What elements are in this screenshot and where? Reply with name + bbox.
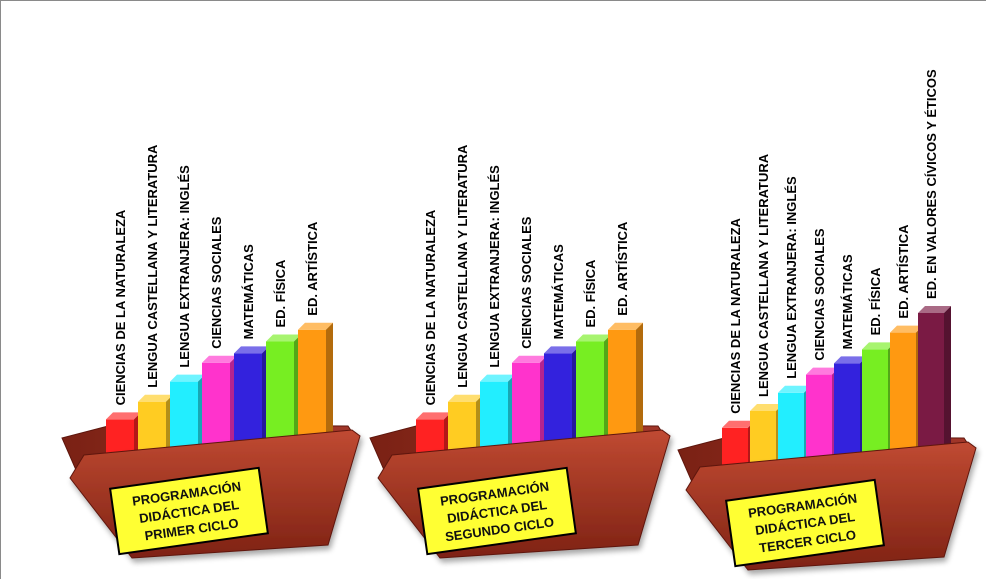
cycle-group-2: CIENCIAS DE LA NATURALEZA LENGUA CASTELLA… bbox=[369, 144, 671, 559]
subject-label: ED. ARTÍSTICA bbox=[615, 221, 630, 316]
subject-bar-side bbox=[944, 306, 951, 473]
label-background bbox=[725, 478, 885, 568]
subject-label: CIENCIAS DE LA NATURALEZA bbox=[728, 217, 743, 413]
subject-bar-top bbox=[234, 346, 269, 354]
subject-bar-top bbox=[722, 420, 755, 428]
subject-bar-top bbox=[834, 356, 867, 364]
subject-label: MATEMÁTICAS bbox=[840, 254, 855, 349]
label-background bbox=[417, 466, 577, 556]
subject-bar-top bbox=[750, 404, 783, 411]
subject-bar-top bbox=[608, 322, 643, 330]
frame-left-border bbox=[0, 0, 1, 579]
subject-label: ED. FÍSICA bbox=[868, 267, 883, 336]
subject-label: CIENCIAS SOCIALES bbox=[209, 216, 224, 349]
frame-top-border bbox=[0, 0, 986, 1]
subject-bar-top bbox=[480, 374, 515, 382]
subject-label: LENGUA EXTRANJERA: INGLÉS bbox=[784, 176, 799, 379]
subject-bar-top bbox=[298, 322, 333, 330]
subject-bar-top bbox=[266, 334, 301, 342]
cycle-group-3: CIENCIAS DE LA NATURALEZA LENGUA CASTELLA… bbox=[677, 69, 977, 571]
subject-bar-top bbox=[544, 346, 579, 354]
subject-bar-top bbox=[576, 334, 611, 342]
subject-bar-top bbox=[806, 367, 839, 375]
subject-label: ED. ARTÍSTICA bbox=[896, 224, 911, 319]
subject-label: LENGUA CASTELLANA Y LITERATURA bbox=[756, 153, 771, 397]
subject-label: CIENCIAS SOCIALES bbox=[812, 228, 827, 361]
subject-bar-top bbox=[512, 355, 547, 363]
subject-label: LENGUA EXTRANJERA: INGLÉS bbox=[487, 165, 502, 368]
subject-label: CIENCIAS SOCIALES bbox=[519, 216, 534, 349]
subject-bar-top bbox=[202, 355, 237, 363]
subject-label: LENGUA CASTELLANA Y LITERATURA bbox=[455, 144, 470, 388]
subject-label: ED. ARTÍSTICA bbox=[305, 221, 320, 316]
subject-bar-top bbox=[778, 385, 811, 393]
subject-bar-top bbox=[862, 342, 895, 350]
subject-bar-top bbox=[918, 306, 951, 313]
subject-bar-top bbox=[890, 325, 923, 333]
cycle-group-1: CIENCIAS DE LA NATURALEZA LENGUA CASTELLA… bbox=[61, 144, 361, 559]
subject-label: LENGUA EXTRANJERA: INGLÉS bbox=[177, 165, 192, 368]
subject-bar-side bbox=[636, 322, 643, 463]
subject-bar-top bbox=[106, 412, 141, 420]
subject-label: CIENCIAS DE LA NATURALEZA bbox=[423, 209, 438, 405]
subject-label: ED. FÍSICA bbox=[273, 259, 288, 328]
label-background bbox=[109, 466, 269, 556]
subject-label: MATEMÁTICAS bbox=[551, 244, 566, 339]
subject-bar-top bbox=[138, 394, 173, 402]
subject-bar-top bbox=[416, 412, 451, 420]
subject-bar-side bbox=[326, 322, 333, 463]
subject-label: ED. FÍSICA bbox=[583, 259, 598, 328]
subject-label: MATEMÁTICAS bbox=[241, 244, 256, 339]
subject-label: ED. EN VALORES CÍVICOS Y ÉTICOS bbox=[924, 69, 939, 299]
subject-bar-top bbox=[448, 394, 483, 402]
subject-label: CIENCIAS DE LA NATURALEZA bbox=[113, 209, 128, 405]
subject-bar-top bbox=[170, 374, 205, 382]
subject-label: LENGUA CASTELLANA Y LITERATURA bbox=[145, 144, 160, 388]
